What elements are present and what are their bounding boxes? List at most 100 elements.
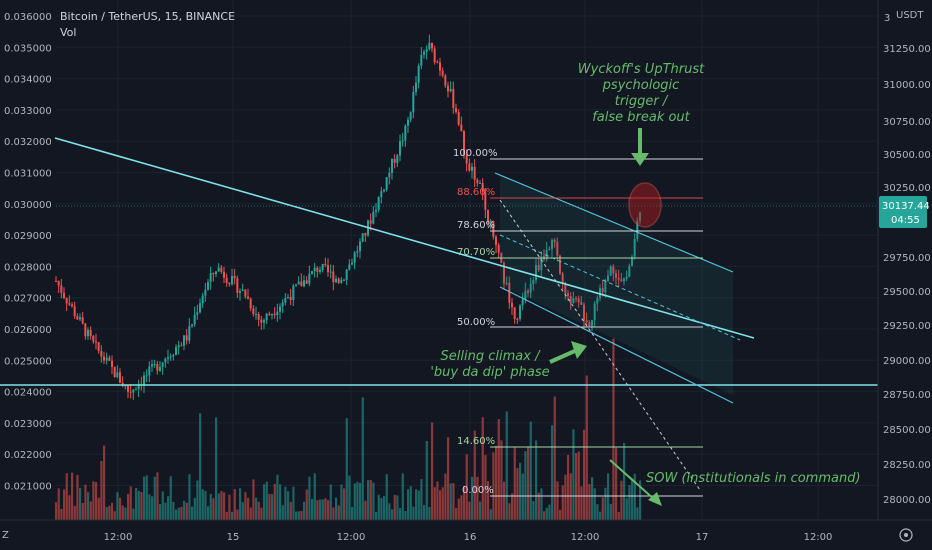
candle-body [132, 389, 135, 393]
candle-body [575, 298, 577, 300]
volume-bar [633, 473, 636, 520]
volume-bar [348, 475, 351, 520]
volume-bar [428, 507, 431, 520]
candle-body [479, 182, 481, 184]
candle-body [412, 91, 415, 113]
volume-bar [145, 475, 148, 520]
candle-body [279, 306, 281, 312]
volume-bar [300, 511, 303, 520]
volume-indicator-label: Vol [60, 26, 76, 39]
candle-body [137, 384, 140, 390]
candle-body [111, 360, 113, 367]
candle-body [380, 191, 383, 198]
candle-body [577, 298, 580, 303]
candle-body [623, 278, 625, 282]
candle-body [596, 298, 599, 304]
candle-body [273, 313, 276, 316]
candle-body [292, 285, 295, 301]
fib-label-886: 88.60% [457, 187, 495, 198]
candle-body [260, 319, 263, 323]
candle-body [369, 220, 372, 224]
candle-body [420, 54, 423, 66]
candle-body [601, 288, 604, 293]
candles [55, 34, 641, 400]
candle-body [129, 391, 132, 393]
volume-bar [172, 501, 175, 520]
volume-bar [503, 481, 506, 520]
candle-body [348, 264, 351, 270]
candle-body [428, 42, 431, 50]
currency-label[interactable]: USDT [896, 10, 924, 21]
volume-bar [327, 500, 330, 520]
candle-body [511, 302, 513, 308]
volume-bar [505, 411, 508, 520]
candle-body [375, 209, 377, 212]
volume-bar [393, 494, 396, 520]
volume-bar [196, 480, 199, 520]
volume-bar [529, 421, 532, 520]
candle-body [268, 313, 271, 316]
time-axis-tick: 12:00 [337, 532, 366, 543]
volume-bar [596, 504, 599, 520]
candle-body [468, 163, 471, 171]
symbol-title: Bitcoin / TetherUS, 15, BINANCE [60, 10, 235, 23]
volume-bar [311, 498, 314, 520]
fib-label-707: 70.70% [457, 247, 495, 258]
right-axis[interactable]: 31250.00 31000.00 30750.00 30500.00 30250.00… [883, 44, 931, 506]
volume-bar [420, 479, 423, 520]
candle-body [204, 289, 207, 296]
left-axis-tick: 0.036000 [4, 12, 52, 23]
candle-body [535, 265, 537, 281]
candle-body [580, 302, 583, 305]
volume-bar [212, 498, 215, 520]
volume-bar [361, 397, 364, 520]
volume-bar [263, 484, 266, 520]
volume-bar [247, 497, 250, 520]
volume-bar [287, 491, 290, 520]
left-axis-tick: 0.025000 [4, 356, 52, 367]
candle-body [223, 271, 225, 278]
volume-bar [636, 507, 639, 520]
volume-bar [431, 422, 434, 520]
candle-body [297, 281, 300, 285]
volume-bar [73, 505, 76, 520]
time-axis[interactable]: 12:00 15 12:00 16 12:00 17 12:00 [104, 532, 833, 543]
volume-bar [463, 485, 466, 520]
candle-body [175, 347, 177, 356]
candle-body [359, 241, 361, 252]
volume-bar [260, 507, 263, 520]
candle-body [444, 75, 447, 86]
candle-body [119, 372, 121, 383]
candle-body [457, 112, 460, 125]
candle-body [372, 211, 375, 224]
volume-bar [516, 468, 519, 520]
candle-body [351, 262, 353, 265]
volume-bar [465, 454, 468, 520]
right-axis-tick: 29500.00 [883, 287, 931, 298]
right-corner-label: 3 [884, 13, 890, 24]
volume-bar [343, 488, 346, 520]
fib-label-0: 0.00% [462, 485, 494, 496]
volume-bar [593, 488, 596, 520]
candle-body [249, 298, 252, 309]
right-axis-tick: 30250.00 [883, 183, 931, 194]
candle-body [239, 290, 241, 293]
volume-bar [297, 511, 300, 520]
time-axis-tick: 12:00 [804, 532, 833, 543]
volume-bar [231, 511, 234, 520]
channel-upper [494, 172, 734, 273]
candle-body [313, 267, 316, 272]
volume-bar [617, 511, 620, 520]
climax-line-1: Selling climax / [441, 349, 542, 364]
candle-body [148, 366, 151, 376]
candle-body [263, 320, 265, 323]
settings-icon[interactable] [899, 528, 913, 542]
left-axis-tick: 0.028000 [4, 262, 52, 273]
candle-body [271, 313, 273, 316]
volume-bar [407, 489, 410, 520]
candle-body [383, 189, 385, 192]
candle-body [233, 275, 236, 279]
volume-bar [65, 473, 68, 520]
volume-bar [487, 481, 490, 520]
volume-bar [71, 472, 74, 520]
